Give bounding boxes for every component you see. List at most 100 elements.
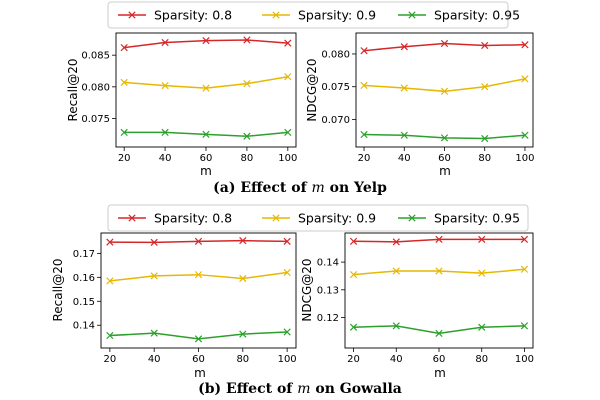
data-point <box>520 322 529 330</box>
series <box>106 328 291 343</box>
data-point <box>284 128 292 137</box>
axes-frame <box>115 32 297 148</box>
data-point <box>435 235 443 243</box>
caption-prefix: (b) Effect of <box>198 381 297 397</box>
series-line <box>124 75 288 89</box>
data-point <box>349 323 358 331</box>
x-tick-label: 80 <box>236 354 249 365</box>
series <box>120 128 292 140</box>
y-tick-label: 0.15 <box>73 297 95 308</box>
data-point <box>150 272 158 280</box>
data-point <box>161 128 169 137</box>
plot-panel: 20 40 60 80 100 0.070 0.075 0.080 m NDCG@20 <box>305 32 535 178</box>
y-axis-label: Recall@20 <box>51 258 65 321</box>
data-point <box>150 238 158 246</box>
data-point <box>202 130 210 138</box>
data-point <box>440 87 449 95</box>
data-point <box>435 267 443 275</box>
data-point <box>161 38 169 47</box>
data-point <box>440 134 449 142</box>
y-tick-label: 0.075 <box>321 82 350 93</box>
data-point <box>478 269 486 277</box>
data-point <box>360 130 368 139</box>
data-point <box>239 330 247 338</box>
axes-frame <box>355 32 534 148</box>
legend-frame <box>107 1 509 29</box>
data-point <box>349 237 358 245</box>
x-axis-label: m <box>194 366 206 380</box>
series <box>349 235 529 246</box>
x-tick-label: 60 <box>200 153 213 164</box>
legend: Sparsity: 0.8 Sparsity: 0.9 Sparsity: 0.95 <box>107 204 529 232</box>
y-tick-label: 0.085 <box>81 51 110 62</box>
data-point <box>284 39 292 47</box>
y-tick-label: 0.12 <box>317 313 339 324</box>
legend-label: Sparsity: 0.95 <box>434 8 520 23</box>
series-line <box>364 78 526 93</box>
x-tick-label: 20 <box>103 354 116 365</box>
y-axis-label: Recall@20 <box>66 58 80 121</box>
x-tick-label: 80 <box>478 153 491 164</box>
x-tick-label: 20 <box>347 354 360 365</box>
series <box>360 75 529 95</box>
x-tick-label: 100 <box>278 354 297 365</box>
data-point <box>106 277 114 285</box>
legend-label: Sparsity: 0.9 <box>298 8 376 23</box>
data-point <box>120 128 128 137</box>
data-point <box>202 36 210 45</box>
data-point <box>283 268 291 277</box>
data-point <box>194 237 203 246</box>
y-tick-label: 0.080 <box>321 49 350 60</box>
caption-suffix: on Yelp <box>325 180 387 196</box>
data-point <box>120 43 128 52</box>
x-tick-label: 40 <box>390 354 403 365</box>
series-line <box>363 42 525 52</box>
series-line <box>353 268 525 276</box>
x-axis-label: m <box>434 366 446 380</box>
legend: Sparsity: 0.8 Sparsity: 0.9 Sparsity: 0.95 <box>107 1 520 29</box>
data-point <box>400 84 408 92</box>
x-tick-label: 80 <box>241 153 254 164</box>
data-point <box>243 132 251 140</box>
x-tick-label: 20 <box>358 153 371 164</box>
data-point <box>392 238 400 246</box>
legend-marker <box>272 214 280 222</box>
y-tick-label: 0.080 <box>81 82 110 93</box>
series <box>120 73 292 92</box>
legend-item: Sparsity: 0.95 <box>398 8 520 23</box>
series <box>120 36 292 52</box>
legend-marker <box>408 214 416 222</box>
axes-frame <box>344 232 534 349</box>
data-point <box>440 39 449 48</box>
y-tick-label: 0.16 <box>73 273 95 284</box>
series-line <box>353 325 525 335</box>
data-point <box>481 41 489 50</box>
data-point <box>284 73 292 81</box>
x-tick-label: 40 <box>159 153 172 164</box>
x-tick-label: 60 <box>433 354 446 365</box>
x-tick-label: 60 <box>192 354 205 365</box>
y-tick-label: 0.075 <box>81 114 110 125</box>
legend-frame <box>107 204 529 232</box>
x-tick-label: 100 <box>278 153 297 164</box>
plot-panel: 20 40 60 80 100 0.12 0.13 0.14 m NDCG@20 <box>300 232 534 380</box>
caption-prefix: (a) Effect of <box>213 180 311 196</box>
data-point <box>283 328 291 336</box>
caption-variable: m <box>312 180 325 196</box>
data-point <box>239 237 247 245</box>
data-point <box>194 335 203 343</box>
y-tick-label: 0.17 <box>73 249 95 260</box>
y-tick-label: 0.14 <box>73 321 95 332</box>
data-point <box>161 81 169 90</box>
data-point <box>400 43 408 51</box>
data-point <box>360 81 368 90</box>
x-axis-label: m <box>200 164 212 178</box>
legend-label: Sparsity: 0.9 <box>298 211 376 226</box>
caption-variable: m <box>297 381 310 397</box>
data-point <box>481 134 489 143</box>
data-point <box>521 75 529 83</box>
legend-marker <box>408 11 416 19</box>
data-point <box>478 235 486 243</box>
data-point <box>392 322 400 330</box>
data-point <box>106 238 114 246</box>
